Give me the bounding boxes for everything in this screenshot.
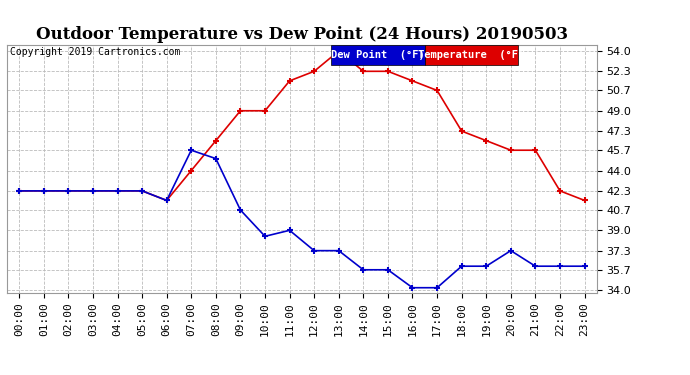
Text: Copyright 2019 Cartronics.com: Copyright 2019 Cartronics.com — [10, 47, 181, 57]
Title: Outdoor Temperature vs Dew Point (24 Hours) 20190503: Outdoor Temperature vs Dew Point (24 Hou… — [36, 27, 568, 44]
Text: Temperature  (°F): Temperature (°F) — [418, 50, 524, 60]
Text: Dew Point  (°F): Dew Point (°F) — [331, 50, 425, 60]
